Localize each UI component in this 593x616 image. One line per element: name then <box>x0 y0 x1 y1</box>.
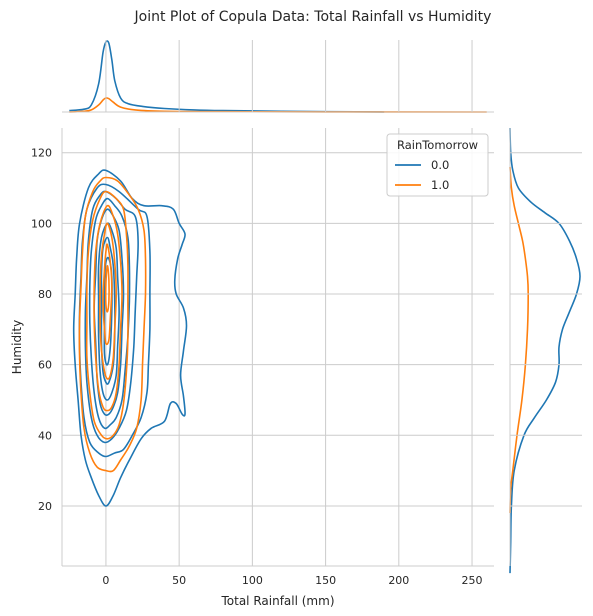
y-axis: 20 40 60 80 100 120 <box>31 147 52 513</box>
legend-title: RainTomorrow <box>397 138 478 152</box>
y-tick-label-4: 100 <box>31 217 52 230</box>
contour-series-1-level-1 <box>85 190 129 440</box>
x-axis-label: Total Rainfall (mm) <box>220 594 334 608</box>
contour-series-1-level-5 <box>104 264 110 313</box>
legend: RainTomorrow 0.0 1.0 <box>386 133 489 197</box>
y-tick-label-0: 20 <box>38 500 52 513</box>
main-contours <box>72 169 188 507</box>
x-tick-label-4: 200 <box>388 574 409 587</box>
chart-title: Joint Plot of Copula Data: Total Rainfal… <box>134 9 492 25</box>
y-tick-label-3: 80 <box>38 288 52 301</box>
marginal-y-kde-series-1 <box>509 166 530 514</box>
x-tick-label-5: 250 <box>462 574 483 587</box>
y-axis-label: Humidity <box>10 320 24 374</box>
contour-series-0-level-6 <box>100 236 116 385</box>
x-tick-label-3: 150 <box>315 574 336 587</box>
contour-series-1-level-4 <box>102 243 113 346</box>
contour-series-0-level-5 <box>97 222 120 401</box>
marginal-x-kde-series-0 <box>69 40 385 113</box>
contour-series-0-level-4 <box>93 208 125 417</box>
y-tick-label-1: 40 <box>38 429 52 442</box>
x-tick-label-0: 0 <box>102 574 109 587</box>
x-axis: 0 50 100 150 200 250 <box>102 574 482 587</box>
contour-series-1-level-3 <box>99 222 117 380</box>
legend-label-1: 1.0 <box>431 178 449 192</box>
contour-series-1-level-0 <box>78 176 147 473</box>
legend-label-0: 0.0 <box>431 158 449 172</box>
contour-series-0-level-3 <box>88 197 131 430</box>
contour-series-1-level-2 <box>93 204 123 412</box>
y-tick-label-2: 60 <box>38 359 52 372</box>
legend-box <box>386 133 489 197</box>
marginal-y-kde-series-0 <box>509 127 581 574</box>
marginal-x-panel <box>69 40 487 113</box>
x-tick-label-2: 100 <box>242 574 263 587</box>
contour-series-0-level-0 <box>72 169 188 507</box>
main-grid <box>62 40 582 566</box>
x-tick-label-1: 50 <box>172 574 186 587</box>
y-tick-label-5: 120 <box>31 147 52 160</box>
main-spines <box>61 111 511 567</box>
